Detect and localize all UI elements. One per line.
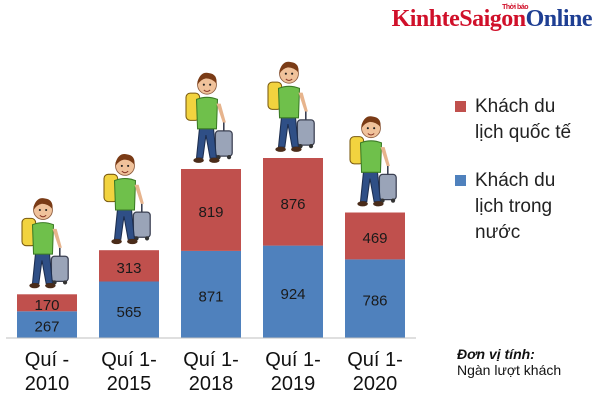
data-label-domestic-4: 786 [362,293,387,310]
unit-title: Đơn vị tính: [457,346,535,362]
x-tick-label-2: Quí 1-2018 [183,349,239,395]
bar-international-4 [345,212,405,260]
x-tick-label-4: Quí 1-2020 [347,349,403,395]
legend-item-international: Khách du lịch quốc tế [455,94,595,146]
x-tick-label-0: Quí -2010 [25,349,70,395]
logo-tagline: Thời báo [502,4,528,11]
chart-legend: Khách du lịch quốc tế Khách du lịch trong n… [455,94,595,268]
bar-domestic-2 [181,250,241,338]
data-label-international-3: 876 [280,196,305,213]
data-label-international-0: 170 [34,297,59,314]
bar-international-0 [17,294,77,312]
data-label-international-2: 819 [198,204,223,221]
data-label-international-1: 313 [116,260,141,277]
bar-domestic-3 [263,245,323,338]
unit-note: Đơn vị tính: Ngàn lượt khách [457,346,561,378]
legend-label-international: Khách du lịch quốc tế [475,96,572,143]
traveler-icon-0 [21,197,69,290]
data-label-domestic-0: 267 [34,319,59,336]
data-label-domestic-3: 924 [280,286,305,303]
bar-domestic-4 [345,259,405,338]
data-label-domestic-2: 871 [198,288,223,305]
bar-domestic-1 [99,281,159,338]
x-tick-label-1: Quí 1-2015 [101,349,157,395]
logo-part-2: Online [525,6,593,32]
logo-part-1: KinhteSaigon [391,6,527,32]
bar-international-3 [263,158,323,246]
legend-item-domestic: Khách du lịch trong nước [455,168,595,246]
kinhte-saigon-online-logo: Thời báo KinhteSaigon Online [391,4,593,33]
legend-swatch-international [455,101,466,112]
bar-domestic-0 [17,311,77,338]
x-tick-label-3: Quí 1-2019 [265,349,321,395]
legend-label-domestic: Khách du lịch trong nước [475,170,556,243]
bar-international-1 [99,250,159,282]
traveler-icon-2 [185,72,233,164]
traveler-icon-4 [349,115,397,208]
legend-swatch-domestic [455,175,466,186]
data-label-domestic-1: 565 [116,304,141,321]
traveler-icon-1 [103,153,151,245]
bar-international-2 [181,169,241,251]
data-label-international-4: 469 [362,230,387,247]
traveler-icon-3 [267,61,315,153]
unit-value: Ngàn lượt khách [457,362,562,378]
